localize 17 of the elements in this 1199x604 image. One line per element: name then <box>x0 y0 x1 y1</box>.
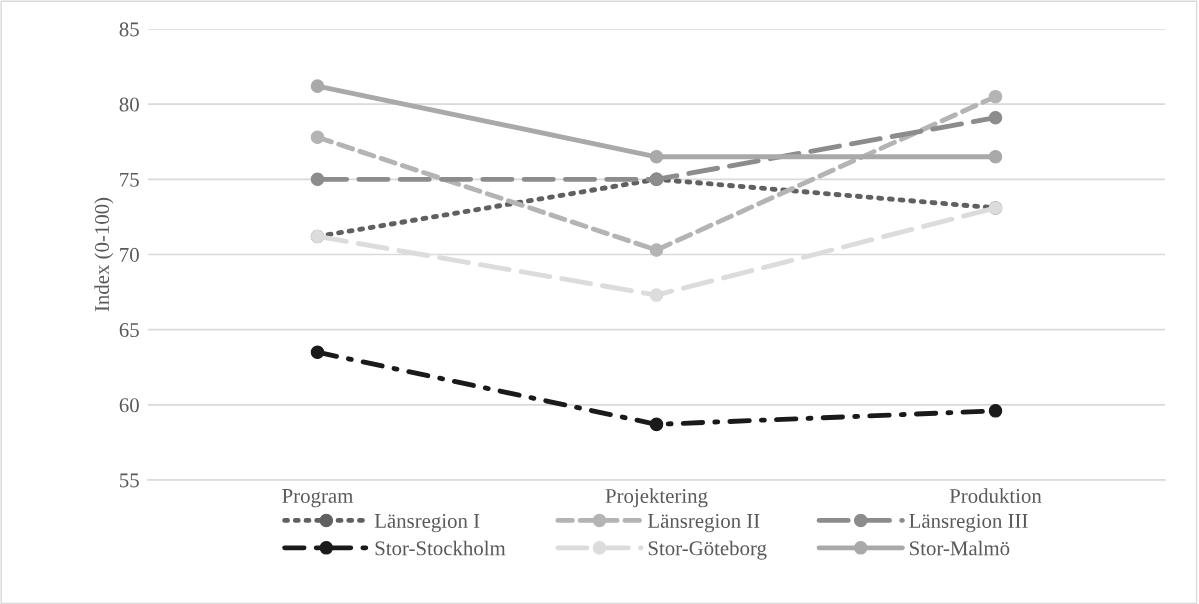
legend-label: Länsregion II <box>648 513 760 533</box>
legend-label: Stor-Malmö <box>910 540 1010 556</box>
legend-label: Stor-Stockholm <box>375 540 506 556</box>
y-tick-label: 75 <box>120 172 139 187</box>
legend-label: Stor-Göteborg <box>648 540 767 560</box>
legend-label: Länsregion III <box>909 513 1028 533</box>
y-tick-label: 60 <box>119 398 139 413</box>
y-tick-label: 55 <box>120 473 139 488</box>
y-axis-title: Index (0-100) <box>94 197 114 312</box>
x-tick-label: Projektering <box>605 488 708 508</box>
legend-label: Länsregion I <box>374 513 480 533</box>
y-tick-label: 65 <box>119 323 139 338</box>
y-tick-label: 80 <box>119 97 139 112</box>
y-tick-label: 70 <box>120 247 139 262</box>
x-tick-label: Program <box>282 489 354 508</box>
x-tick-label: Produktion <box>949 488 1042 503</box>
y-tick-label: 85 <box>119 22 139 37</box>
